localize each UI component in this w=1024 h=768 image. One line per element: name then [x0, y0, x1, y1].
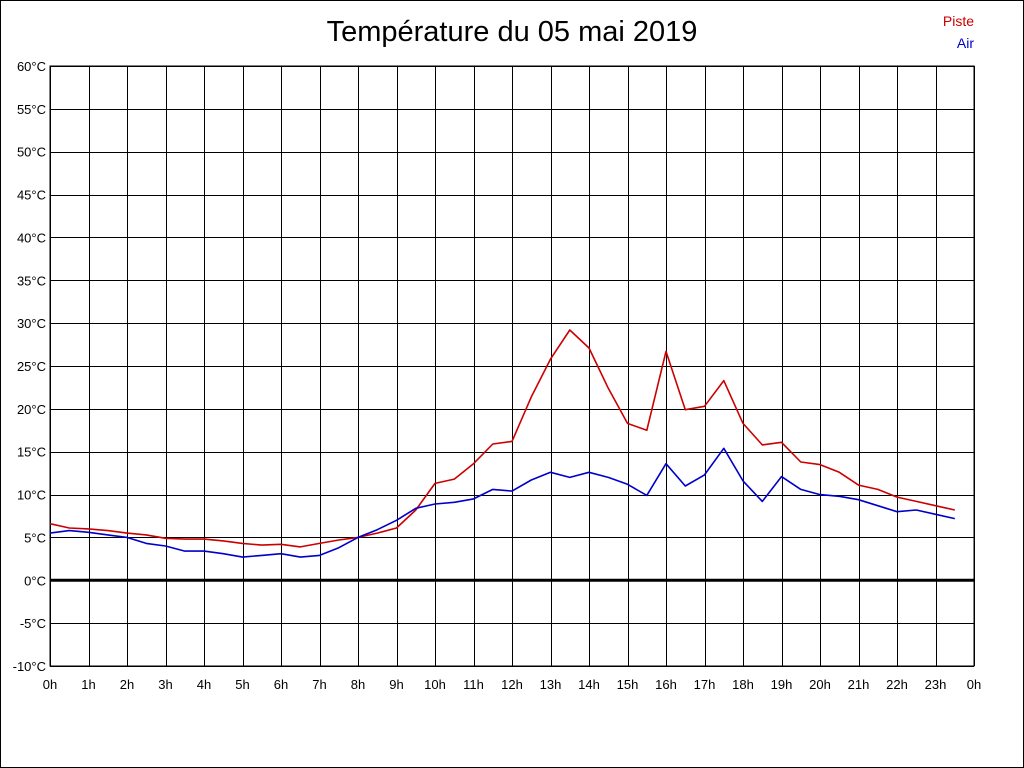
y-tick-label: 30°C — [17, 316, 46, 331]
x-tick-label: 12h — [501, 677, 523, 692]
x-tick-label: 2h — [120, 677, 134, 692]
x-tick-label: 23h — [925, 677, 947, 692]
x-tick-label: 17h — [694, 677, 716, 692]
legend-entry-air: Air — [956, 35, 974, 51]
x-tick-label: 0h — [43, 677, 57, 692]
axis-labels: 0h 1h 2h 3h 4h 5h 6h 7h 8h 9h 10h 11h 12h 13h 14h 15h 16… — [13, 59, 982, 692]
x-tick-label: 15h — [617, 677, 639, 692]
x-tick-label: 9h — [389, 677, 403, 692]
x-tick-label: 16h — [655, 677, 677, 692]
x-tick-label: 13h — [540, 677, 562, 692]
y-tick-label: -5°C — [20, 616, 46, 631]
y-tick-label: 55°C — [17, 102, 46, 117]
x-tick-label: 6h — [274, 677, 288, 692]
x-tick-label: 4h — [197, 677, 211, 692]
y-tick-label: 5°C — [24, 530, 46, 545]
y-tick-label: 60°C — [17, 59, 46, 74]
y-tick-label: 15°C — [17, 445, 46, 460]
x-tick-label: 1h — [81, 677, 95, 692]
series-line-air — [49, 447, 955, 558]
series-line-piste — [49, 329, 955, 548]
y-tick-label: 25°C — [17, 359, 46, 374]
y-tick-label: -10°C — [13, 659, 46, 674]
x-tick-label: 14h — [578, 677, 600, 692]
series-lines — [49, 329, 955, 558]
legend-entry-piste: Piste — [942, 13, 974, 29]
x-tick-label: 20h — [809, 677, 831, 692]
y-tick-label: 35°C — [17, 273, 46, 288]
x-tick-label: 7h — [312, 677, 326, 692]
x-tick-label: 0h — [967, 677, 981, 692]
x-tick-label: 10h — [424, 677, 446, 692]
y-tick-label: 40°C — [17, 230, 46, 245]
x-tick-label: 18h — [732, 677, 754, 692]
x-tick-label: 5h — [235, 677, 249, 692]
x-tick-label: 21h — [848, 677, 870, 692]
y-tick-label: 50°C — [17, 145, 46, 160]
y-tick-label: 10°C — [17, 488, 46, 503]
grid — [49, 65, 975, 667]
x-tick-label: 19h — [771, 677, 793, 692]
chart-title: Température du 05 mai 2019 — [326, 16, 698, 48]
y-tick-label: 45°C — [17, 188, 46, 203]
x-tick-label: 8h — [351, 677, 365, 692]
x-tick-label: 3h — [158, 677, 172, 692]
x-tick-label: 22h — [886, 677, 908, 692]
x-tick-label: 11h — [463, 677, 484, 692]
y-tick-label: 20°C — [17, 402, 46, 417]
y-tick-label: 0°C — [24, 573, 46, 588]
